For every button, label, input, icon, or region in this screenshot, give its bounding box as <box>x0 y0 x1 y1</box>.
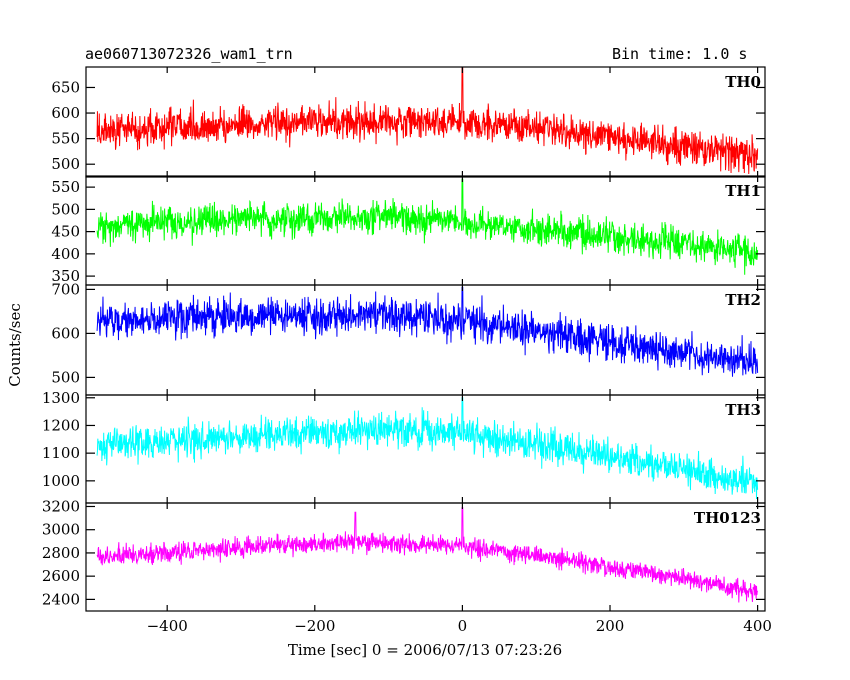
panel-frame <box>85 66 766 178</box>
y-tick-label: 1200 <box>42 416 80 434</box>
panel-frame <box>85 502 766 612</box>
y-tick-label: 400 <box>51 245 80 263</box>
y-tick-label: 500 <box>51 155 80 173</box>
y-tick-label: 2800 <box>42 544 80 562</box>
x-tick-label: −400 <box>147 617 188 635</box>
panel-th0123: 2400 2600 2800 3000 3200 TH0123 <box>42 497 766 612</box>
x-tick-label: 400 <box>743 617 772 635</box>
series-line-th0 <box>96 67 759 174</box>
panel-label: TH2 <box>725 291 761 309</box>
y-axis-label: Counts/sec <box>6 303 24 387</box>
panel-th3: 1000 1100 1200 1300 TH3 <box>42 389 766 504</box>
chart-title: ae060713072326_wam1_trn <box>85 45 293 63</box>
series-line-th0123 <box>96 507 759 603</box>
panel-label: TH3 <box>725 401 761 419</box>
y-tick-label: 600 <box>51 104 80 122</box>
x-tick-label: 200 <box>596 617 625 635</box>
y-tick-label: 500 <box>51 368 80 386</box>
y-tick-label: 600 <box>51 324 80 342</box>
y-tick-label: 650 <box>51 78 80 96</box>
bin-time-label: Bin time: 1.0 s <box>612 45 748 63</box>
x-axis-label: Time [sec] 0 = 2006/07/13 07:23:26 <box>288 641 562 659</box>
series-line-th2 <box>96 286 759 377</box>
panel-label: TH0123 <box>694 509 761 527</box>
y-tick-label: 500 <box>51 200 80 218</box>
y-tick-label: 1300 <box>42 389 80 407</box>
y-tick-label: 350 <box>51 267 80 285</box>
panel-label: TH1 <box>725 182 761 200</box>
panel-th1: 350 400 450 500 550 TH1 <box>51 175 766 286</box>
y-tick-label: 700 <box>51 280 80 298</box>
y-tick-label: 3000 <box>42 521 80 539</box>
panel-th2: 500 600 700 TH2 <box>51 280 766 396</box>
y-tick-label: 3200 <box>42 497 80 515</box>
y-tick-label: 550 <box>51 130 80 148</box>
y-tick-label: 450 <box>51 223 80 241</box>
y-tick-label: 2600 <box>42 567 80 585</box>
panel-label: TH0 <box>725 73 761 91</box>
x-tick-label: −200 <box>294 617 335 635</box>
x-tick-label: 0 <box>458 617 468 635</box>
y-tick-label: 2400 <box>42 590 80 608</box>
y-tick-label: 1100 <box>42 444 80 462</box>
y-tick-label: 1000 <box>42 472 80 490</box>
y-tick-label: 550 <box>51 178 80 196</box>
panel-th0: 500 550 600 650 TH0 <box>51 66 766 178</box>
series-line-th3 <box>96 397 759 499</box>
series-line-th1 <box>96 178 759 275</box>
